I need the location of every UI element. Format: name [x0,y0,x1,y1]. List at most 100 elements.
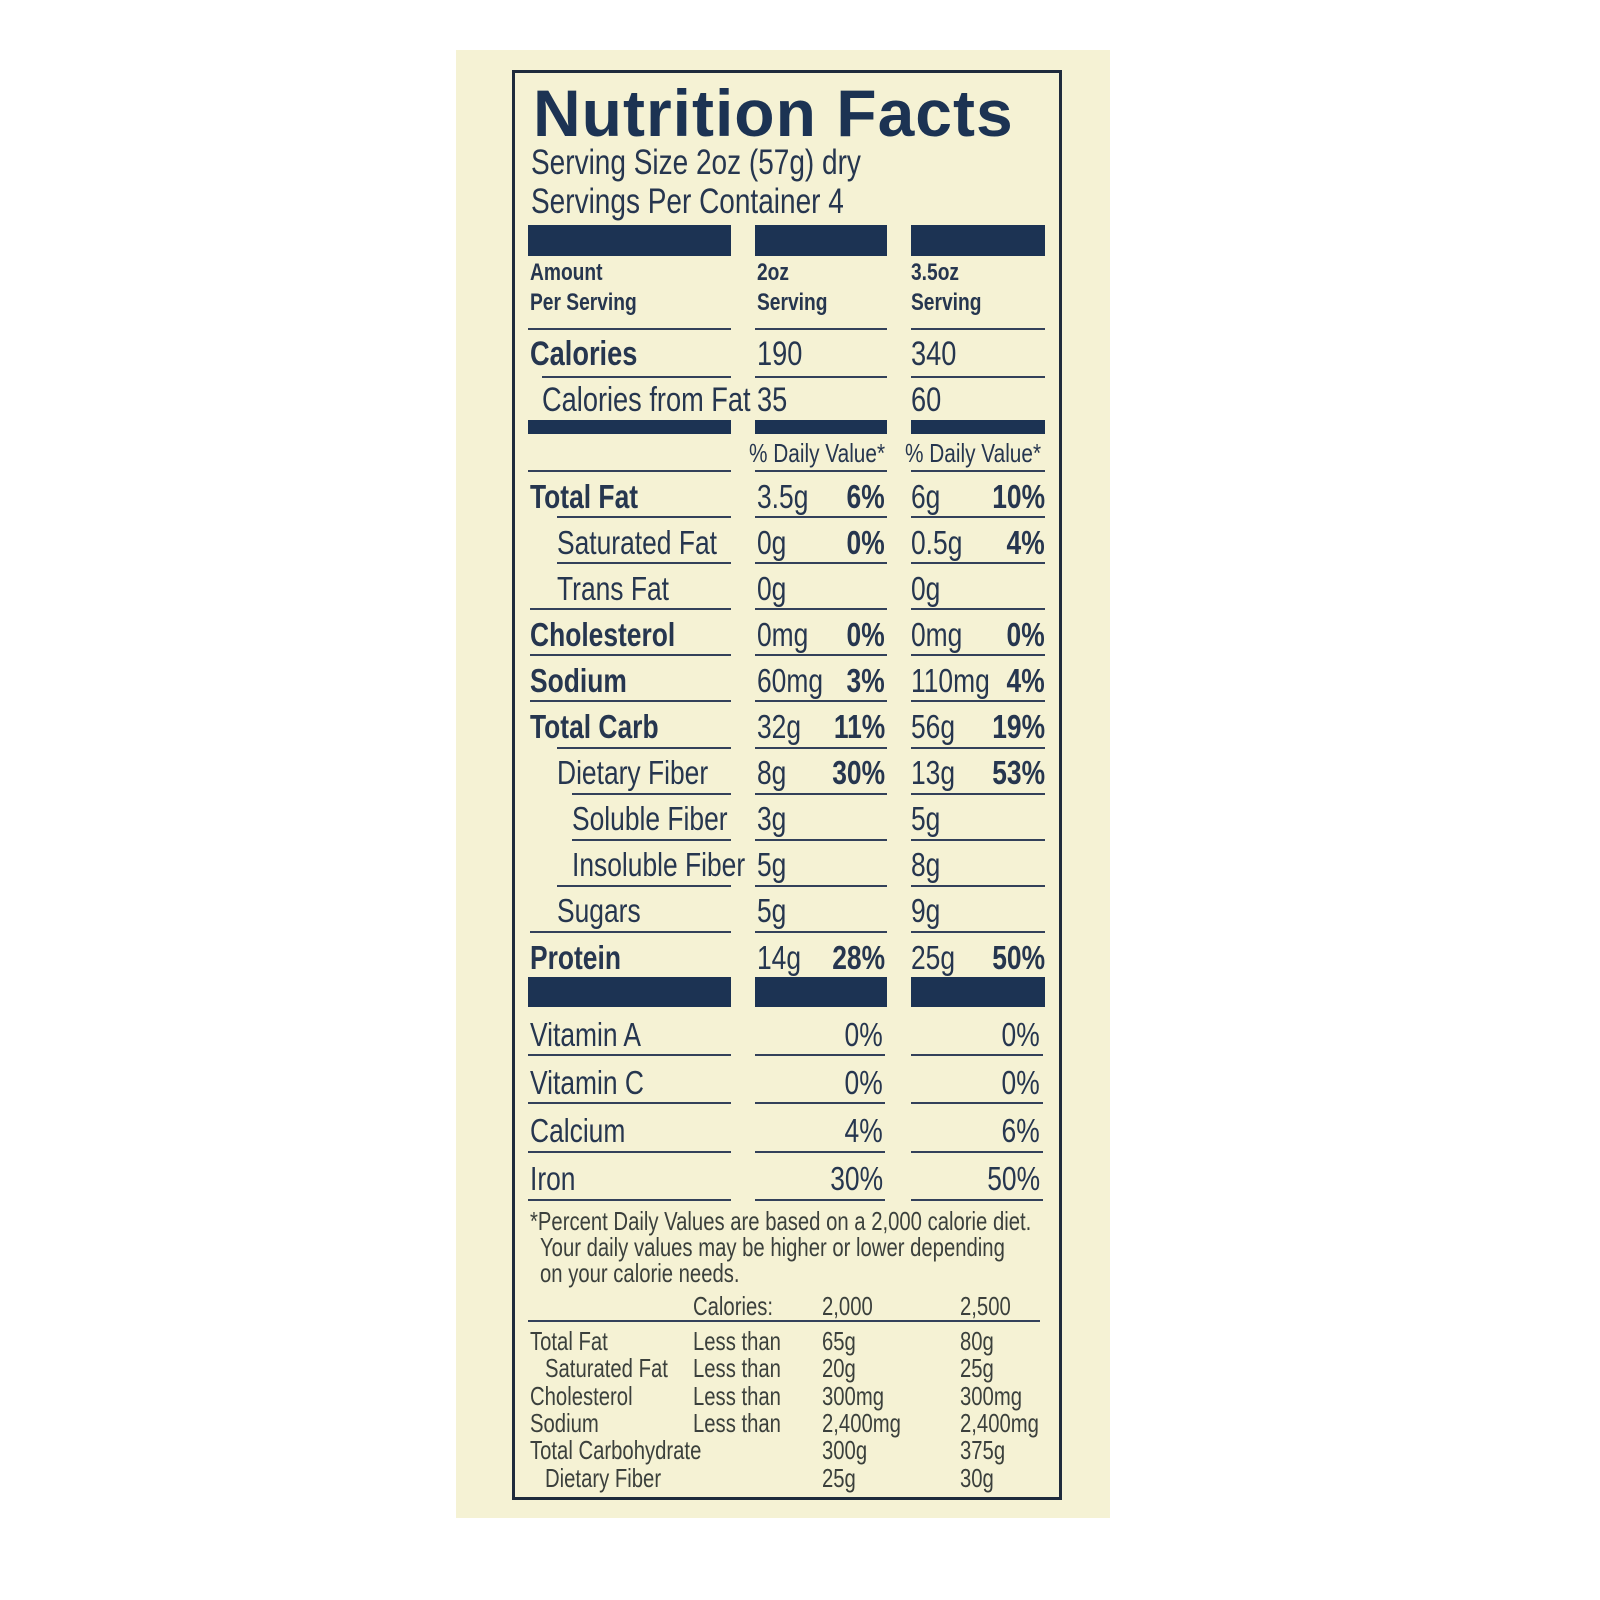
divider-bar [528,977,731,1007]
dv-table-header: 2,000 [822,1291,873,1321]
vitamin-percent-3-5oz: 0% [1001,1063,1040,1101]
amount-2oz: 60mg [757,661,824,699]
percent-3-5oz: 19% [992,708,1045,745]
amount-3-5oz: 0g [911,569,941,607]
dv-row-2000: 25g [822,1462,856,1493]
amount-2oz: 3g [757,800,787,838]
divider-bar [911,225,1045,256]
divider-line [911,516,1045,518]
calories-label: Calories [530,335,638,373]
divider-line [755,516,887,518]
divider-line [755,328,887,330]
divider-line [911,1054,1043,1056]
calories-from-fat-label: Calories from Fat [542,381,751,419]
divider-line [911,700,1045,703]
calories-2oz: 190 [757,335,803,373]
nutrient-label: Cholesterol [530,615,676,653]
divider-line [557,516,731,518]
divider-line [528,1102,731,1105]
footnote-line: on your calorie needs. [540,1258,740,1288]
dv-row-qualifier: Less than [693,1326,781,1356]
dv-row-2000: 300g [822,1435,868,1466]
nutrient-label: Insoluble Fiber [572,846,746,884]
nutrient-label: Saturated Fat [557,523,717,561]
dv-row-2000: 20g [822,1353,856,1384]
calories-from-fat-3-5oz: 60 [911,381,942,419]
dv-row-label: Sodium [530,1407,599,1438]
dv-row-qualifier: Less than [693,1407,781,1438]
vitamin-label: Iron [530,1160,576,1198]
header-col3-size: 3.5oz [911,259,960,286]
amount-3-5oz: 5g [911,800,941,838]
divider-line [755,792,887,795]
divider-line [911,884,1045,887]
percent-2oz: 3% [846,661,885,699]
percent-2oz: 0% [846,615,885,653]
header-col2-serving: Serving [757,289,828,316]
divider-line [911,470,1045,472]
servings-per-container: Servings Per Container 4 [531,182,844,221]
divider-line [755,930,887,933]
vitamin-percent-3-5oz: 6% [1001,1112,1040,1150]
amount-3-5oz: 9g [911,892,941,930]
divider-line [755,376,887,378]
amount-3-5oz: 0mg [911,615,963,653]
divider-line [911,562,1045,565]
divider-line [557,746,731,749]
dv-row-2500: 25g [960,1353,994,1384]
amount-3-5oz: 8g [911,846,941,884]
divider-line [911,1198,1043,1201]
divider-line [530,930,731,933]
dv-row-2000: 2,400mg [822,1407,901,1438]
dv-row-qualifier: Less than [693,1380,781,1411]
header-amount: Amount [530,259,603,286]
percent-3-5oz: 4% [1006,661,1045,699]
vitamin-label: Vitamin A [530,1015,642,1053]
divider-line [911,328,1045,330]
divider-line [755,884,887,887]
divider-line [530,608,731,611]
label-panel [456,50,1110,1518]
divider-line [755,608,887,611]
dv-row-label: Saturated Fat [545,1353,668,1384]
divider-line [528,1150,731,1153]
dv-row-label: Total Fat [530,1326,608,1356]
percent-3-5oz: 53% [992,754,1045,792]
nutrient-label: Trans Fat [557,569,669,607]
divider-bar [911,420,1045,434]
divider-line [528,328,731,330]
divider-line [911,838,1045,841]
dv-row-2500: 80g [960,1326,994,1356]
amount-2oz: 0mg [757,615,809,653]
vitamin-percent-2oz: 0% [844,1015,883,1053]
vitamin-label: Calcium [530,1112,626,1150]
amount-3-5oz: 0.5g [911,523,963,561]
amount-3-5oz: 6g [911,477,941,515]
vitamin-percent-2oz: 4% [844,1112,883,1150]
nutrient-label: Dietary Fiber [557,754,709,792]
dv-row-label: Total Carbohydrate [530,1435,702,1466]
daily-value-col2: % Daily Value* [748,438,885,468]
dv-row-2500: 2,400mg [960,1407,1039,1438]
divider-line [911,1102,1043,1105]
dv-row-2500: 300mg [960,1380,1023,1411]
divider-line [755,654,887,657]
nutrient-label: Soluble Fiber [572,800,728,838]
divider-bar [755,420,887,434]
nutrient-label: Sodium [530,661,627,699]
dv-row-2500: 375g [960,1435,1006,1466]
amount-3-5oz: 13g [911,754,956,792]
divider-line [911,792,1045,795]
divider-bar [528,225,731,256]
footnote-line: Your daily values may be higher or lower… [540,1232,1005,1262]
nutrition-facts-border [512,70,1062,1500]
divider-line [528,1198,731,1201]
divider-line [911,654,1045,657]
dv-row-2000: 300mg [822,1380,885,1411]
nutrient-label: Total Carb [530,708,659,745]
divider-line [572,792,731,795]
divider-line [530,700,731,703]
percent-2oz: 28% [832,938,885,976]
percent-2oz: 11% [833,708,885,745]
dv-table-header: Calories: [693,1291,774,1321]
